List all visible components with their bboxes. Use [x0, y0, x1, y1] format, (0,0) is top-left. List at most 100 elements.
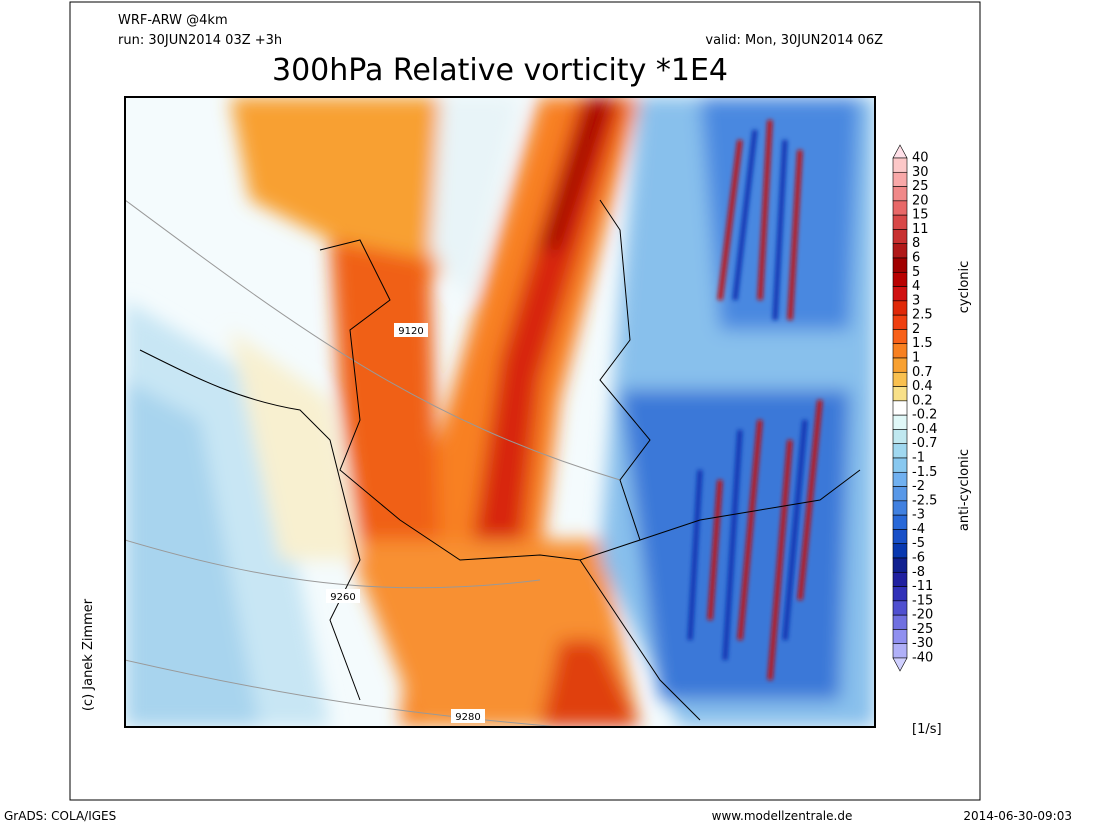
colorbar-label: -0.4	[912, 422, 937, 437]
label-box	[394, 323, 428, 337]
colorbar-label: -25	[912, 622, 933, 637]
colorbar-label: 5	[912, 265, 920, 280]
border	[579, 559, 701, 721]
map-border	[124, 96, 876, 728]
colorbar-label: -3	[912, 508, 925, 523]
colorbar-label: 3	[912, 293, 920, 308]
colorbar-box	[892, 271, 908, 287]
streak	[707, 119, 823, 681]
colorbar-label: -15	[912, 593, 933, 608]
colorbar-label: 25	[912, 179, 929, 194]
colorbar-label: 40	[912, 151, 929, 166]
colorbar-box	[892, 571, 908, 587]
colorbar-box	[892, 286, 908, 302]
colorbar-label: -40	[912, 651, 933, 666]
colorbar-box	[892, 371, 908, 387]
colorbar-label: -0.7	[912, 436, 937, 451]
colorbar-box	[892, 629, 908, 645]
colorbar-box	[892, 357, 908, 373]
colorbar-end	[892, 657, 908, 672]
colorbar-label: -6	[912, 551, 925, 566]
colorbar-box	[892, 314, 908, 330]
colorbar-label: -20	[912, 608, 933, 623]
colorbar-box	[892, 543, 908, 559]
colorbar-box	[892, 171, 908, 187]
contour-label: 9260	[330, 592, 355, 603]
field	[330, 240, 440, 560]
colorbar-box	[892, 514, 908, 530]
field	[125, 380, 260, 727]
colorbar-box	[892, 214, 908, 230]
colorbar-label: 1	[912, 351, 920, 366]
field	[540, 640, 640, 727]
field	[230, 330, 360, 560]
colorbar-box	[892, 443, 908, 459]
map	[125, 97, 875, 727]
colorbar-box	[892, 557, 908, 573]
colorbar-label: 8	[912, 236, 920, 251]
colorbar-label: 30	[912, 165, 929, 180]
run: run: 30JUN2014 03Z +3h	[118, 33, 282, 48]
label-box	[326, 589, 360, 603]
colorbar-box	[892, 586, 908, 602]
colorbar-label: -11	[912, 579, 933, 594]
colorbar-label: 11	[912, 222, 929, 237]
colorbar-box	[892, 643, 908, 659]
colorbar-box	[892, 471, 908, 487]
colorbar-box	[892, 343, 908, 359]
model: WRF-ARW @4km	[118, 13, 228, 28]
colorbar-box	[892, 386, 908, 402]
colorbar-box	[892, 157, 908, 173]
colorbar-box	[892, 186, 908, 202]
colorbar-box	[892, 200, 908, 216]
field	[470, 97, 625, 560]
colorbar-box	[892, 414, 908, 430]
field	[540, 97, 612, 250]
colorbar-box	[892, 329, 908, 345]
colorbar-box	[892, 457, 908, 473]
website: www.modellzentrale.de	[712, 809, 853, 823]
height-contours	[125, 199, 621, 727]
software: GrADS: COLA/IGES	[4, 809, 116, 823]
colorbar-label: 6	[912, 251, 920, 266]
colorbar-box	[892, 243, 908, 259]
colorbar-box	[892, 429, 908, 445]
colorbar-label: -2	[912, 479, 925, 494]
label-box	[451, 709, 485, 723]
colorbar-box	[892, 614, 908, 630]
colorbar-label: 2	[912, 322, 920, 337]
colorbar-label: 0.2	[912, 393, 933, 408]
contour	[125, 659, 561, 727]
colorbar-label: 0.4	[912, 379, 933, 394]
frame	[69, 1, 981, 801]
title: 300hPa Relative vorticity *1E4	[272, 53, 728, 88]
colorbar-label: 20	[912, 193, 929, 208]
colorbar-label: 15	[912, 208, 929, 223]
colorbar-box	[892, 257, 908, 273]
streak	[687, 129, 808, 661]
colorbar-label: -8	[912, 565, 925, 580]
contour-labels: 9120 9260 9280	[326, 323, 485, 723]
border	[139, 349, 361, 701]
vorticity-field	[125, 97, 875, 727]
field	[430, 97, 520, 300]
colorbar-box	[892, 500, 908, 516]
border	[639, 469, 861, 541]
colorbar-label: -2.5	[912, 493, 937, 508]
colorbar-label: -1	[912, 451, 925, 466]
colorbar-label: -5	[912, 536, 925, 551]
colorbar-box	[892, 600, 908, 616]
borders	[139, 199, 861, 721]
border	[319, 199, 651, 561]
colorbar: 403025201511865432.521.510.70.40.2-0.2-0…	[892, 144, 937, 672]
colorbar-box	[892, 229, 908, 245]
contour-label: 9280	[455, 712, 480, 723]
colorbar-label: 0.7	[912, 365, 933, 380]
field	[230, 97, 440, 280]
colorbar-label: 1.5	[912, 336, 933, 351]
cyclonic-label: cyclonic	[957, 261, 972, 314]
streaks	[687, 119, 823, 681]
contour-label: 9120	[398, 326, 423, 337]
